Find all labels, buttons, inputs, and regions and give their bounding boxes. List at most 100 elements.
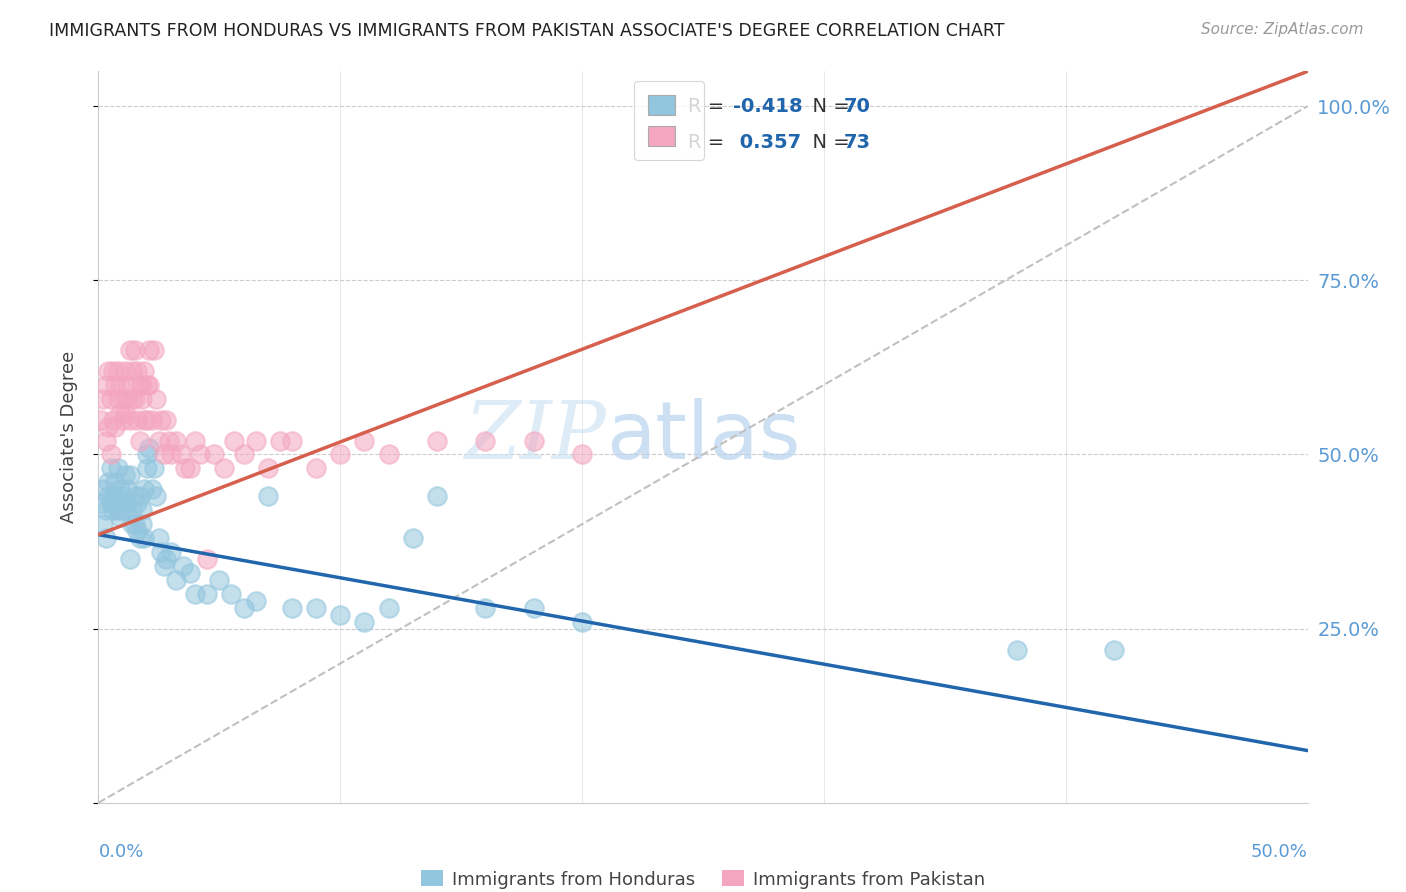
Point	[184, 587, 207, 601]
Point	[101, 489, 124, 503]
Point	[172, 558, 194, 573]
Point	[97, 489, 120, 503]
Point	[91, 392, 114, 406]
Point	[232, 600, 254, 615]
Point	[138, 343, 160, 357]
Point	[100, 392, 122, 406]
Text: N =: N =	[800, 133, 856, 152]
Point	[124, 343, 146, 357]
Text: N =: N =	[800, 97, 856, 116]
Point	[160, 545, 183, 559]
Point	[111, 503, 134, 517]
Point	[377, 448, 399, 462]
Point	[131, 503, 153, 517]
Point	[148, 531, 170, 545]
Point	[117, 392, 139, 406]
Point	[179, 566, 201, 580]
Point	[1007, 642, 1029, 657]
Point	[474, 600, 496, 615]
Point	[179, 461, 201, 475]
Point	[329, 448, 352, 462]
Point	[204, 448, 226, 462]
Point	[111, 412, 134, 426]
Point	[131, 517, 153, 532]
Point	[94, 503, 117, 517]
Point	[100, 461, 122, 475]
Point	[245, 594, 267, 608]
Point	[121, 503, 143, 517]
Point	[474, 434, 496, 448]
Point	[134, 364, 156, 378]
Point	[94, 434, 117, 448]
Text: atlas: atlas	[606, 398, 800, 476]
Point	[104, 475, 127, 490]
Point	[107, 392, 129, 406]
Point	[245, 434, 267, 448]
Y-axis label: Associate's Degree: Associate's Degree	[59, 351, 77, 524]
Point	[107, 503, 129, 517]
Point	[184, 434, 207, 448]
Point	[402, 531, 425, 545]
Point	[195, 552, 218, 566]
Point	[377, 600, 399, 615]
Point	[118, 412, 141, 426]
Point	[94, 377, 117, 392]
Point	[127, 524, 149, 538]
Text: 50.0%: 50.0%	[1251, 843, 1308, 861]
Point	[523, 600, 546, 615]
Point	[111, 489, 134, 503]
Point	[571, 615, 593, 629]
Point	[165, 434, 187, 448]
Point	[91, 517, 114, 532]
Point	[121, 364, 143, 378]
Point	[426, 434, 449, 448]
Point	[256, 461, 278, 475]
Text: IMMIGRANTS FROM HONDURAS VS IMMIGRANTS FROM PAKISTAN ASSOCIATE'S DEGREE CORRELAT: IMMIGRANTS FROM HONDURAS VS IMMIGRANTS F…	[49, 22, 1005, 40]
Point	[135, 412, 157, 426]
Point	[101, 412, 124, 426]
Point	[114, 468, 136, 483]
Point	[134, 483, 156, 497]
Point	[90, 412, 112, 426]
Point	[150, 545, 173, 559]
Point	[108, 377, 131, 392]
Text: Source: ZipAtlas.com: Source: ZipAtlas.com	[1201, 22, 1364, 37]
Point	[155, 412, 177, 426]
Point	[124, 517, 146, 532]
Point	[104, 489, 127, 503]
Point	[195, 587, 218, 601]
Point	[281, 434, 304, 448]
Point	[155, 552, 177, 566]
Point	[117, 483, 139, 497]
Point	[127, 412, 149, 426]
Point	[135, 377, 157, 392]
Point	[160, 448, 183, 462]
Point	[118, 552, 141, 566]
Point	[124, 489, 146, 503]
Point	[135, 461, 157, 475]
Text: 0.357: 0.357	[734, 133, 801, 152]
Point	[571, 448, 593, 462]
Point	[281, 600, 304, 615]
Text: 73: 73	[844, 133, 870, 152]
Point	[107, 461, 129, 475]
Point	[305, 600, 328, 615]
Point	[108, 406, 131, 420]
Text: 70: 70	[844, 97, 870, 116]
Point	[148, 434, 170, 448]
Legend: Immigrants from Honduras, Immigrants from Pakistan: Immigrants from Honduras, Immigrants fro…	[413, 863, 993, 892]
Point	[145, 392, 167, 406]
Point	[165, 573, 187, 587]
Point	[121, 392, 143, 406]
Point	[101, 503, 124, 517]
Point	[111, 392, 134, 406]
Point	[157, 434, 180, 448]
Point	[114, 364, 136, 378]
Point	[104, 419, 127, 434]
Point	[305, 461, 328, 475]
Point	[169, 448, 191, 462]
Point	[222, 434, 245, 448]
Point	[353, 615, 375, 629]
Text: 0.0%: 0.0%	[98, 843, 143, 861]
Point	[127, 496, 149, 510]
